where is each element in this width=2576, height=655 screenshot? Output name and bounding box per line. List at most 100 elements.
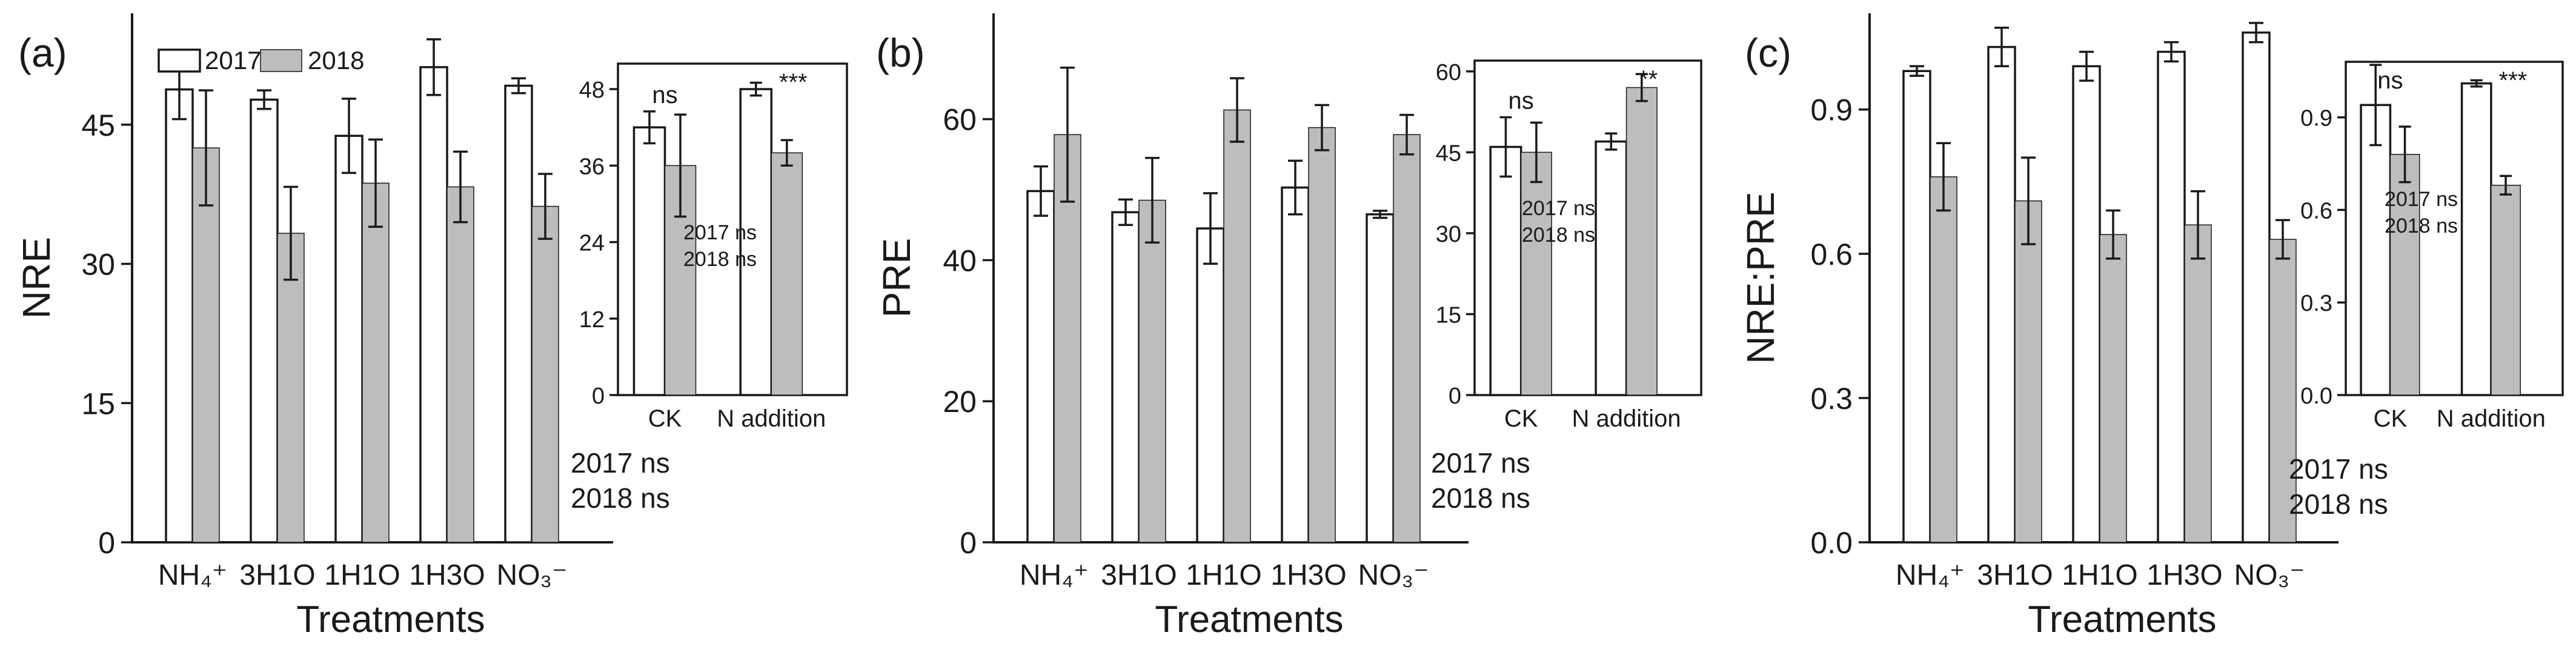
inset-bar-2017-1	[2460, 82, 2492, 396]
inset-bar-2018-0	[2389, 154, 2420, 396]
significance-note: 2018 ns	[2289, 488, 2388, 520]
bar-2017-0	[1902, 70, 1931, 544]
errorbar-2017-1	[257, 89, 271, 110]
panel-label: (c)	[1745, 30, 1791, 75]
x-axis-label: Treatments	[2028, 599, 2216, 640]
x-axis-label: Treatments	[296, 599, 485, 640]
inset-significance-note: 2018 ns	[1522, 224, 1595, 247]
x-tick-label: 1H1O	[324, 559, 400, 591]
inset-y-tick-label: 60	[1436, 60, 1461, 85]
x-tick-label: 3H1O	[1101, 559, 1177, 591]
errorbar-2017-0	[1034, 165, 1048, 217]
x-tick-label: NH₄⁺	[158, 559, 227, 591]
inset-y-tick-label: 12	[579, 307, 605, 333]
errorbar-2018-3	[453, 150, 468, 224]
inset-frame	[617, 62, 848, 396]
x-tick-label: 1H3O	[2146, 559, 2222, 591]
inset-significance-note: 2017 ns	[2385, 188, 2458, 211]
inset-y-tick-label: 0.3	[2300, 291, 2332, 316]
inset-y-tick-label: 15	[1436, 302, 1461, 328]
errorbar-2018-3	[2191, 190, 2205, 260]
y-axis-label: NRE	[15, 237, 58, 319]
legend-label-2017: 2017	[205, 46, 261, 75]
inset-y-tick-label: 36	[579, 154, 605, 179]
bar-2018-1	[2014, 200, 2042, 543]
inset-x-tick-label: CK	[2374, 405, 2408, 432]
panel-a: (a) NRE 0 15 30 45 NH₄⁺ 3H1O 1H1O 1H3O NO₃⁻ Treatme…	[15, 13, 848, 640]
inset-significance-label: ***	[2499, 67, 2528, 94]
x-tick-label: 1H1O	[2062, 559, 2137, 591]
bar-2017-4	[1366, 213, 1395, 544]
inset-significance-label: ***	[779, 69, 808, 96]
inset-bar-2017-1	[739, 88, 773, 396]
x-tick-label: NO₃⁻	[497, 559, 568, 591]
bar-2017-1	[250, 98, 279, 544]
inset-errorbar-2018-0	[2398, 125, 2411, 184]
bar-2018-4	[1393, 134, 1421, 543]
inset-significance-note: 2017 ns	[683, 221, 757, 244]
errorbar-2018-1	[1145, 156, 1160, 244]
significance-note: 2017 ns	[1431, 447, 1530, 479]
inset-significance-note: 2018 ns	[683, 248, 757, 271]
errorbar-2017-0	[1910, 65, 1924, 77]
bar-2017-3	[2157, 50, 2186, 544]
inset-bar-2017-0	[2360, 104, 2392, 396]
x-tick-label: NO₃⁻	[1358, 559, 1429, 591]
inset-errorbar-2018-1	[1635, 73, 1648, 102]
significance-note: 2018 ns	[571, 482, 670, 514]
errorbar-2017-2	[1203, 192, 1218, 265]
bar-2017-2	[334, 135, 363, 544]
inset-errorbar-2017-1	[749, 81, 762, 97]
significance-note: 2017 ns	[2289, 453, 2388, 485]
errorbar-2018-2	[368, 138, 383, 228]
x-tick-label: 1H3O	[409, 559, 485, 591]
inset-bar-2018-1	[2491, 184, 2521, 396]
inset-significance-note: 2017 ns	[1522, 197, 1595, 220]
x-tick-label: NH₄⁺	[1896, 559, 1965, 591]
inset-errorbar-2018-0	[674, 113, 687, 218]
errorbar-2017-2	[342, 98, 356, 175]
legend-swatch-2017	[158, 48, 201, 73]
bar-2018-0	[192, 147, 220, 543]
significance-note: 2018 ns	[1431, 482, 1530, 514]
y-tick-label: 0.3	[1810, 382, 1853, 416]
bar-2018-4	[2269, 239, 2297, 543]
y-axis-label: NRE:PRE	[1739, 191, 1782, 364]
errorbar-2017-1	[1994, 27, 2009, 68]
y-tick-label: 0	[960, 526, 977, 560]
y-tick-label: 30	[81, 248, 115, 282]
bar-2018-2	[362, 182, 390, 543]
inset-errorbar-2017-0	[2369, 64, 2382, 147]
inset-bar-2017-0	[1489, 145, 1522, 396]
inset-y-tick-label: 24	[579, 231, 605, 256]
significance-note: 2017 ns	[571, 447, 670, 479]
inset-significance-note: 2018 ns	[2385, 214, 2458, 238]
inset-errorbar-2017-0	[1499, 116, 1512, 178]
panel-label: (b)	[876, 30, 925, 75]
bar-2018-3	[1308, 127, 1336, 543]
errorbar-2018-3	[1315, 104, 1329, 151]
inset-errorbar-2017-1	[1605, 132, 1618, 151]
errorbar-2018-4	[2276, 219, 2290, 260]
errorbar-2018-4	[1399, 113, 1414, 156]
inset-x-tick-label: CK	[648, 405, 682, 432]
inset-frame	[1473, 59, 1702, 396]
x-axis-label: Treatments	[1155, 599, 1343, 640]
x-tick-label: NH₄⁺	[1020, 559, 1089, 591]
errorbar-2018-2	[2106, 209, 2120, 260]
inset-x-tick-label: N addition	[717, 405, 826, 432]
errorbar-2018-1	[2021, 156, 2036, 245]
legend: 2017 2018	[158, 46, 364, 75]
legend-label-2018: 2018	[308, 46, 364, 75]
inset-x-tick-label: N addition	[1572, 405, 1681, 432]
inset-chart: 0 15 30 45 60 CK N addition ns ** 2017 ns 2018 ns	[1436, 59, 1702, 432]
bar-2018-0	[1930, 176, 1957, 543]
x-tick-label: 3H1O	[239, 559, 315, 591]
bar-2018-3	[446, 186, 474, 543]
inset-y-tick-label: 0	[592, 384, 605, 409]
legend-swatch-2018	[260, 49, 302, 72]
inset-y-tick-label: 45	[1436, 141, 1461, 166]
inset-significance-label: ns	[1509, 87, 1534, 114]
errorbar-2018-0	[1060, 66, 1075, 203]
